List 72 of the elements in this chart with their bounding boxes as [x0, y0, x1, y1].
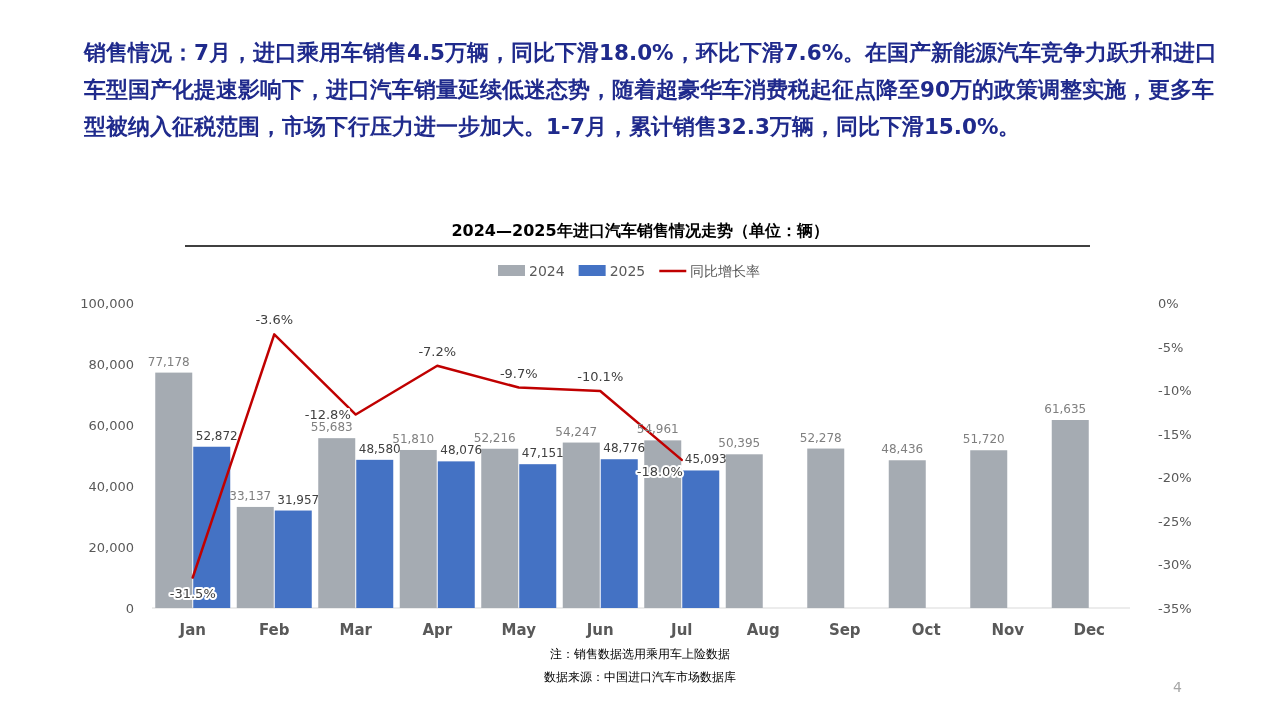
legend-label: 2024 — [529, 263, 565, 279]
legend-label: 2025 — [609, 263, 646, 279]
x-tick-label: Oct — [911, 621, 941, 639]
data-label: 47,151 — [521, 446, 564, 461]
text: 销售情况：7月，进口乘用车销售4.5万辆，同比下滑18.0%，环比下滑7.6%。在国产新能源汽车竞争力跃升和进口车型国产化提速影响下，进口汽车销量延续低迷态势，随着超豪华车消费税起征点降至90万的政策调整实施，更多车型被纳入征税范围，市场下行压力进一步加大。1-7月，累计销售32.3万辆，同比下滑15.0%。 — [84, 39, 1219, 141]
data-label: 48,776 — [603, 441, 646, 456]
bar — [1051, 420, 1089, 608]
bar — [274, 510, 312, 608]
y2-tick-label: -25% — [1158, 513, 1192, 529]
y-tick-label: 0 — [125, 601, 134, 616]
y-tick-label: 40,000 — [88, 479, 134, 494]
y2-tick-label: -30% — [1158, 557, 1192, 573]
x-tick-label: Jul — [670, 621, 693, 639]
y2-tick-label: -10% — [1158, 383, 1192, 399]
data-label: 52,278 — [799, 430, 842, 445]
legend-label: 同比增长率 — [690, 263, 761, 279]
x-tick-label: Aug — [746, 621, 780, 639]
bar — [519, 464, 557, 608]
x-tick-label: May — [501, 621, 537, 639]
data-label: -3.6% — [255, 312, 294, 328]
text: 注：销售数据选用乘用车上险数据 — [550, 647, 730, 661]
y-tick-label: 80,000 — [88, 357, 134, 372]
data-label: -12.8% — [304, 406, 351, 422]
data-label: 51,720 — [962, 432, 1005, 447]
y2-tick-label: -5% — [1158, 339, 1184, 355]
bar — [682, 470, 720, 608]
chart-title: 2024—2025年进口汽车销售情况走势（单位：辆） — [451, 221, 829, 240]
bar — [481, 448, 519, 608]
data-label: -7.2% — [418, 343, 457, 359]
data-label: -10.1% — [577, 369, 624, 385]
text: 4 — [1173, 679, 1183, 695]
data-label: 48,076 — [440, 443, 483, 458]
bar — [600, 459, 638, 608]
x-tick-label: Jun — [585, 621, 614, 639]
x-tick-label: Feb — [258, 621, 290, 639]
data-label: 33,137 — [229, 488, 272, 503]
x-tick-label: Apr — [422, 621, 453, 639]
data-label: 77,178 — [147, 354, 190, 369]
data-label: 55,683 — [310, 420, 353, 435]
y-tick-label: 100,000 — [80, 296, 134, 311]
data-label: -9.7% — [499, 365, 538, 381]
data-label: 61,635 — [1044, 402, 1087, 417]
line-series — [191, 333, 683, 579]
bar — [236, 506, 274, 608]
bar — [970, 450, 1008, 608]
y2-tick-label: -15% — [1158, 426, 1192, 442]
bar — [399, 449, 437, 608]
data-label: 52,216 — [473, 430, 516, 445]
x-tick-label: Jan — [178, 621, 206, 639]
bar — [562, 442, 600, 608]
data-label: 45,093 — [684, 452, 727, 467]
y-tick-label: 60,000 — [88, 418, 134, 433]
bar — [888, 460, 926, 608]
x-tick-label: Dec — [1073, 621, 1106, 639]
source-note: 数据来源：中国进口汽车市场数据库 — [544, 670, 736, 684]
bar — [725, 454, 763, 608]
y-tick-label: 20,000 — [88, 540, 134, 555]
data-label: 50,395 — [718, 436, 761, 451]
bar — [318, 438, 356, 608]
y2-tick-label: -20% — [1158, 470, 1192, 486]
bar — [356, 459, 394, 608]
x-tick-label: Nov — [991, 621, 1025, 639]
data-label: 54,247 — [555, 424, 598, 439]
data-label: 52,872 — [195, 428, 238, 443]
y2-tick-label: -35% — [1158, 601, 1192, 616]
y2-tick-label: 0% — [1158, 296, 1179, 311]
data-label: 31,957 — [277, 492, 320, 507]
bar — [807, 448, 845, 608]
x-tick-label: Sep — [828, 621, 861, 639]
x-tick-label: Mar — [339, 621, 373, 639]
bar — [437, 461, 475, 608]
data-label: 48,436 — [881, 442, 924, 457]
